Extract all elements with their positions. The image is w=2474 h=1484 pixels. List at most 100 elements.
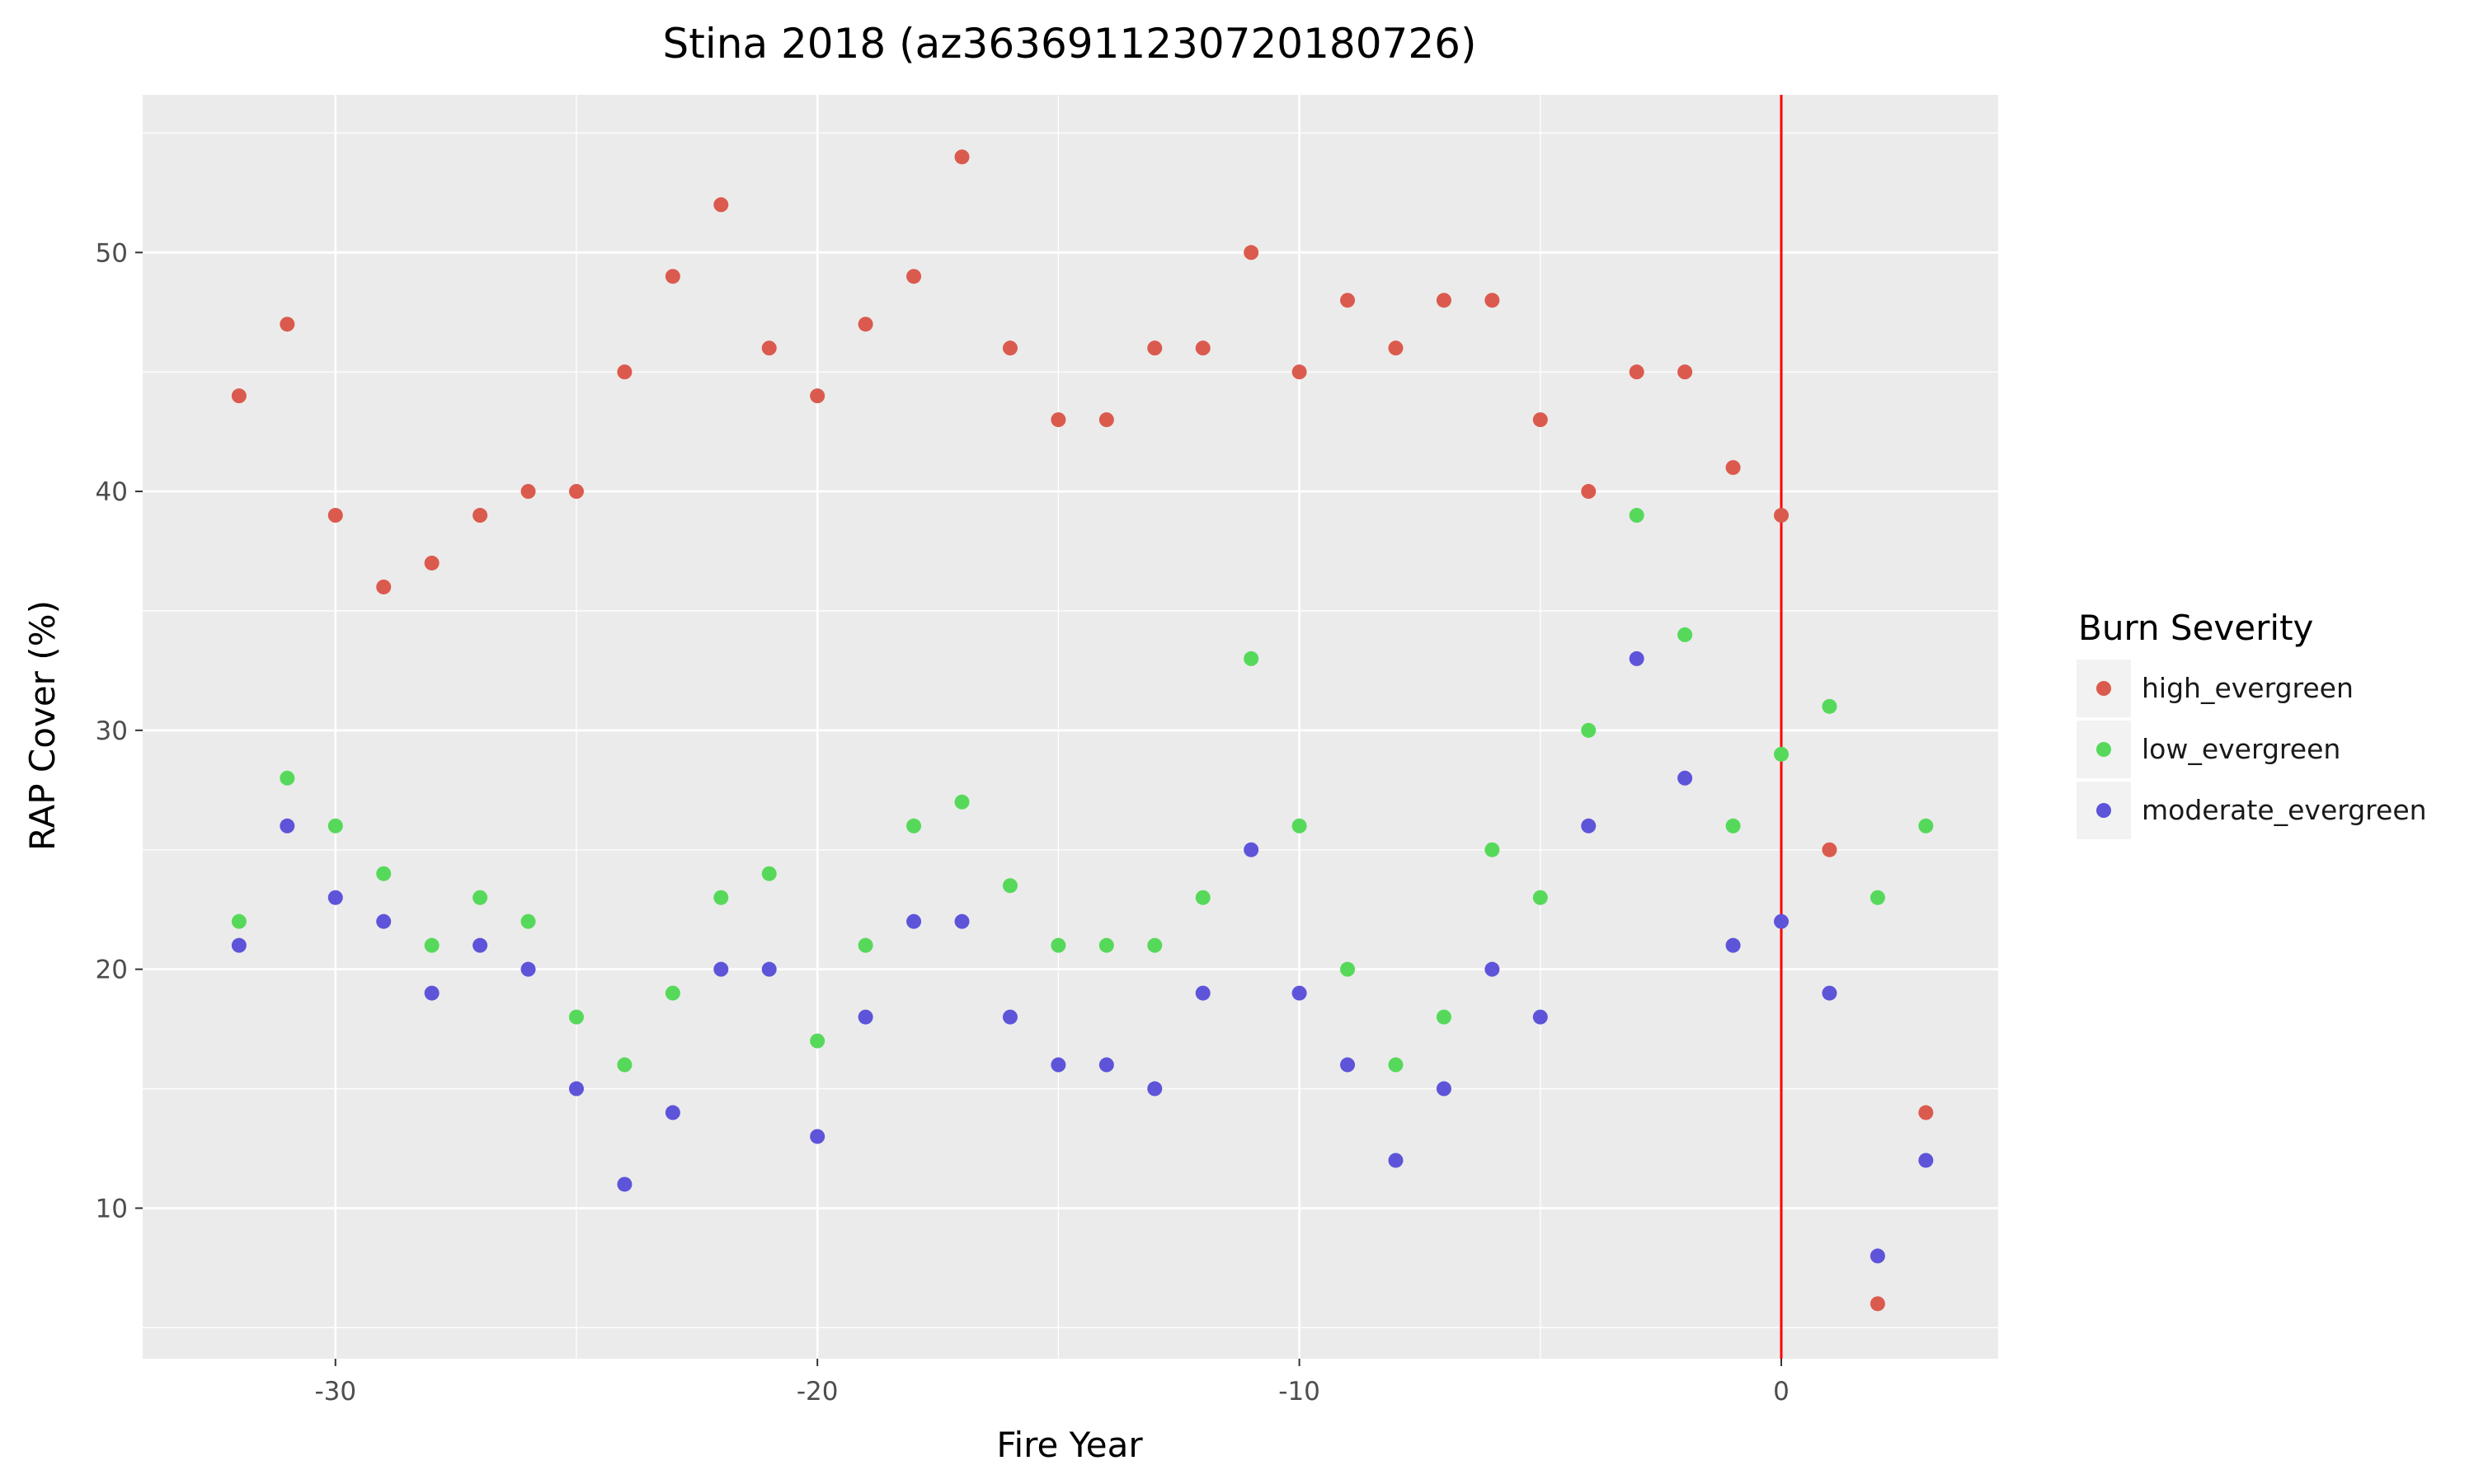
data-point: [280, 818, 295, 834]
data-point: [713, 961, 729, 977]
data-point: [858, 317, 873, 332]
legend: Burn Severity high_evergreen low_evergree…: [2077, 608, 2427, 839]
x-tick-label: -20: [797, 1377, 839, 1407]
data-point: [1291, 985, 1307, 1001]
data-point: [1677, 627, 1693, 642]
data-point: [761, 866, 777, 881]
data-point: [1725, 818, 1741, 834]
data-point: [1918, 1105, 1934, 1120]
data-point: [1725, 460, 1741, 476]
legend-key-marker: [2096, 803, 2111, 818]
data-point: [327, 818, 343, 834]
data-point: [1581, 818, 1597, 834]
data-point: [280, 317, 295, 332]
data-point: [1244, 842, 1259, 857]
legend-item-moderate_evergreen: moderate_evergreen: [2077, 782, 2427, 839]
data-point: [1388, 1153, 1404, 1168]
data-point: [713, 890, 729, 905]
data-point: [1244, 650, 1259, 666]
data-point: [1532, 890, 1548, 905]
data-point: [473, 890, 488, 905]
legend-title: Burn Severity: [2078, 608, 2313, 648]
data-point: [761, 961, 777, 977]
data-point: [1436, 293, 1451, 308]
data-point: [280, 770, 295, 786]
data-point: [665, 269, 680, 284]
data-point: [906, 913, 922, 929]
x-axis-title: Fire Year: [996, 1425, 1143, 1465]
data-point: [1195, 890, 1211, 905]
data-point: [1244, 245, 1259, 261]
data-point: [1002, 1009, 1018, 1025]
data-point: [810, 388, 825, 404]
y-tick-label: 50: [96, 238, 128, 268]
data-point: [473, 508, 488, 524]
axes: -30 -20 -10 0 10 20 30 40 50: [96, 238, 1790, 1407]
data-point: [1388, 340, 1404, 356]
data-point: [1677, 770, 1693, 786]
data-point: [1774, 746, 1790, 762]
x-tick-label: -30: [314, 1377, 356, 1407]
data-point: [1484, 293, 1500, 308]
data-point: [1291, 364, 1307, 380]
data-point: [376, 913, 392, 929]
data-point: [761, 340, 777, 356]
data-point: [1098, 1057, 1114, 1073]
data-point: [327, 508, 343, 524]
data-point: [1774, 508, 1790, 524]
data-point: [424, 937, 440, 953]
legend-key-marker: [2096, 742, 2111, 757]
data-point: [954, 794, 970, 810]
data-point: [1822, 985, 1837, 1001]
data-point: [1629, 364, 1644, 380]
y-axis-title: RAP Cover (%): [22, 600, 63, 851]
data-point: [1581, 722, 1597, 738]
chart-title: Stina 2018 (az36369112307201807​26): [663, 20, 1477, 68]
legend-label: high_evergreen: [2142, 672, 2354, 704]
data-point: [1870, 1248, 1885, 1264]
data-point: [1291, 818, 1307, 834]
data-point: [617, 1176, 633, 1192]
data-point: [568, 484, 584, 500]
data-point: [231, 388, 247, 404]
data-point: [520, 961, 536, 977]
data-point: [1002, 340, 1018, 356]
data-point: [1340, 1057, 1356, 1073]
data-point: [1822, 842, 1837, 857]
data-point: [1629, 508, 1644, 524]
data-points: [231, 149, 1934, 1312]
data-point: [1147, 937, 1163, 953]
data-point: [906, 818, 922, 834]
data-point: [376, 866, 392, 881]
data-point: [665, 985, 680, 1001]
data-point: [1147, 340, 1163, 356]
data-point: [424, 985, 440, 1001]
series-moderate_evergreen: [231, 650, 1934, 1264]
data-point: [617, 364, 633, 380]
data-point: [858, 937, 873, 953]
data-point: [1051, 412, 1066, 428]
legend-items: high_evergreen low_evergreen moderate_ever…: [2077, 660, 2427, 839]
data-point: [520, 913, 536, 929]
x-tick-label: -10: [1278, 1377, 1320, 1407]
data-point: [1629, 650, 1644, 666]
data-point: [1340, 293, 1356, 308]
data-point: [954, 149, 970, 165]
data-point: [1918, 818, 1934, 834]
data-point: [810, 1129, 825, 1144]
legend-key-marker: [2096, 681, 2111, 696]
y-tick-label: 20: [96, 956, 128, 985]
data-point: [1436, 1009, 1451, 1025]
data-point: [1147, 1081, 1163, 1097]
data-point: [473, 937, 488, 953]
data-point: [1051, 1057, 1066, 1073]
data-point: [1532, 1009, 1548, 1025]
data-point: [231, 913, 247, 929]
data-point: [1195, 340, 1211, 356]
data-point: [1436, 1081, 1451, 1097]
data-point: [327, 890, 343, 905]
data-point: [1581, 484, 1597, 500]
data-point: [376, 579, 392, 594]
data-point: [1098, 412, 1114, 428]
